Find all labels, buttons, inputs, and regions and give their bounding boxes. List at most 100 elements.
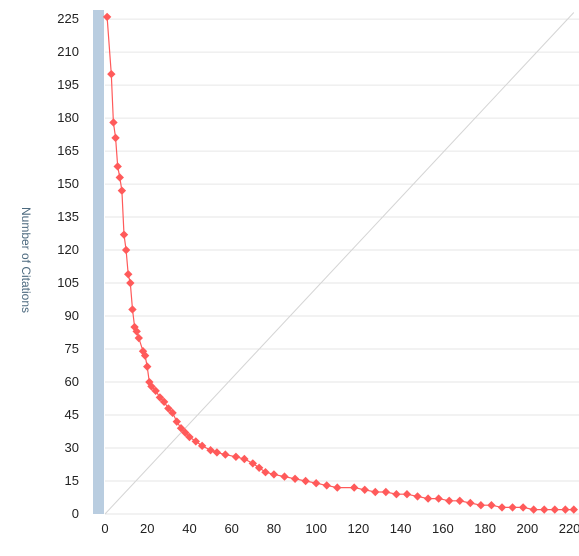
data-point bbox=[126, 278, 135, 288]
x-tick-140: 140 bbox=[390, 521, 412, 536]
data-point bbox=[145, 377, 154, 387]
x-tick-40: 40 bbox=[182, 521, 196, 536]
x-tick-100: 100 bbox=[305, 521, 327, 536]
x-tick-labels: 0 20 40 60 80 100 120 140 160 180 200 220 bbox=[101, 521, 579, 536]
data-point bbox=[164, 404, 173, 413]
y-tick-90: 90 bbox=[65, 308, 79, 323]
y-tick-120: 120 bbox=[57, 242, 79, 257]
data-point bbox=[124, 270, 133, 279]
data-point bbox=[107, 69, 116, 79]
data-point bbox=[550, 505, 559, 514]
y-tick-60: 60 bbox=[65, 374, 79, 389]
series-line bbox=[106, 16, 574, 511]
data-point bbox=[466, 498, 475, 508]
data-point bbox=[248, 459, 258, 468]
x-tick-220: 220 bbox=[559, 521, 579, 536]
y-axis-label: Number of Citations bbox=[19, 207, 33, 313]
data-point bbox=[109, 118, 118, 127]
y-tick-75: 75 bbox=[65, 341, 79, 356]
data-point bbox=[168, 408, 177, 418]
data-point bbox=[455, 496, 464, 506]
data-point bbox=[261, 468, 270, 477]
data-point bbox=[185, 432, 194, 442]
data-point bbox=[221, 450, 230, 459]
y-tick-165: 165 bbox=[57, 143, 79, 158]
data-point bbox=[561, 505, 570, 514]
data-point bbox=[487, 501, 496, 510]
data-point bbox=[151, 386, 160, 396]
x-tick-120: 120 bbox=[348, 521, 370, 536]
grid-layer bbox=[105, 18, 579, 515]
data-point bbox=[402, 490, 412, 499]
data-point bbox=[333, 483, 342, 492]
data-point bbox=[476, 501, 486, 510]
data-point bbox=[206, 446, 215, 455]
series-layer bbox=[102, 12, 578, 514]
data-point bbox=[360, 485, 369, 495]
data-point bbox=[569, 505, 578, 514]
data-point bbox=[143, 362, 152, 371]
data-point bbox=[311, 479, 321, 488]
data-point bbox=[128, 305, 137, 314]
data-point bbox=[518, 503, 528, 512]
y-tick-180: 180 bbox=[57, 110, 79, 125]
data-point bbox=[111, 133, 120, 143]
data-point bbox=[290, 474, 300, 484]
y-tick-15: 15 bbox=[65, 473, 79, 488]
y-tick-210: 210 bbox=[57, 44, 79, 59]
data-point bbox=[132, 327, 141, 336]
data-point bbox=[301, 476, 310, 486]
data-point bbox=[413, 492, 422, 501]
data-point bbox=[529, 505, 538, 514]
data-point bbox=[434, 494, 443, 503]
data-point bbox=[240, 454, 249, 464]
data-point bbox=[269, 470, 279, 479]
data-point bbox=[231, 452, 241, 462]
data-point bbox=[181, 428, 190, 437]
x-tick-60: 60 bbox=[224, 521, 238, 536]
axis-bar-layer bbox=[93, 10, 104, 514]
data-point bbox=[155, 393, 165, 402]
data-point bbox=[349, 483, 359, 492]
data-point bbox=[113, 162, 122, 171]
data-point bbox=[117, 186, 127, 195]
y-tick-30: 30 bbox=[65, 440, 79, 455]
data-point bbox=[134, 333, 143, 343]
y-tick-135: 135 bbox=[57, 209, 79, 224]
x-tick-0: 0 bbox=[101, 521, 108, 536]
reference-line bbox=[104, 12, 575, 515]
data-point bbox=[280, 472, 289, 481]
data-point bbox=[140, 351, 150, 360]
x-tick-20: 20 bbox=[140, 521, 154, 536]
data-point bbox=[159, 397, 169, 407]
data-point bbox=[172, 417, 181, 426]
data-point bbox=[176, 424, 186, 433]
y-tick-labels: 0 15 30 45 60 75 90 105 120 135 150 165 180 195 210 225 bbox=[57, 11, 79, 521]
data-point bbox=[392, 490, 401, 499]
data-point bbox=[381, 487, 391, 497]
reference-layer bbox=[104, 12, 575, 515]
data-point bbox=[147, 382, 156, 391]
x-tick-160: 160 bbox=[432, 521, 454, 536]
data-point bbox=[119, 230, 129, 239]
data-point bbox=[254, 463, 264, 473]
y-tick-225: 225 bbox=[57, 11, 79, 26]
y-tick-195: 195 bbox=[57, 77, 79, 92]
data-point bbox=[371, 487, 380, 497]
y-tick-0: 0 bbox=[72, 506, 79, 521]
x-tick-200: 200 bbox=[516, 521, 538, 536]
x-tick-180: 180 bbox=[474, 521, 496, 536]
data-point bbox=[115, 173, 124, 182]
data-point bbox=[322, 481, 331, 490]
data-point bbox=[445, 496, 454, 506]
data-point bbox=[191, 437, 201, 446]
y-axis-bar bbox=[93, 10, 104, 514]
data-point bbox=[102, 12, 112, 22]
y-tick-105: 105 bbox=[57, 275, 79, 290]
data-point bbox=[212, 448, 222, 457]
y-tick-150: 150 bbox=[57, 176, 79, 191]
data-point bbox=[423, 494, 433, 503]
data-point bbox=[540, 505, 549, 514]
data-point bbox=[121, 245, 131, 255]
